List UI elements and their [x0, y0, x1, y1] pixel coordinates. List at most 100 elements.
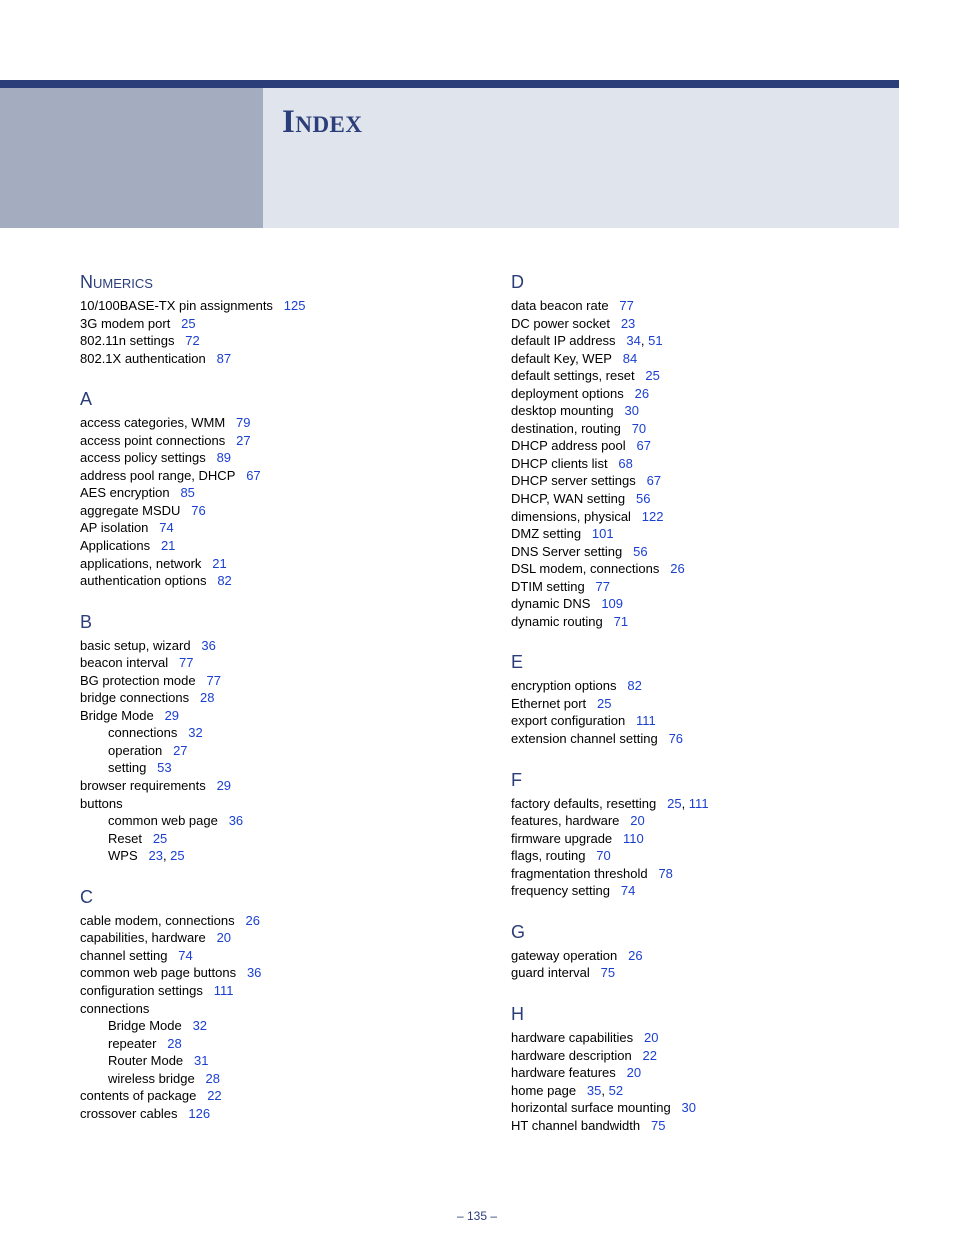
entry-text: Bridge Mode: [80, 708, 154, 723]
entry-text: 10/100BASE-TX pin assignments: [80, 298, 273, 313]
page-reference-link[interactable]: 89: [217, 450, 231, 465]
page-reference-link[interactable]: 21: [212, 556, 226, 571]
index-column: Numerics 10/100BASE-TX pin assignments 12…: [80, 272, 463, 1156]
page-reference-link[interactable]: 36: [247, 965, 261, 980]
page-reference-link[interactable]: 84: [623, 351, 637, 366]
page-reference-link[interactable]: 67: [637, 438, 651, 453]
index-section: Aaccess categories, WMM 79access point c…: [80, 389, 463, 589]
page-reference-link[interactable]: 74: [159, 520, 173, 535]
page-reference-link[interactable]: 56: [636, 491, 650, 506]
page-reference-link[interactable]: 111: [689, 796, 709, 811]
page-reference-link[interactable]: 28: [200, 690, 214, 705]
page-reference-link[interactable]: 20: [644, 1030, 658, 1045]
index-columns: Numerics 10/100BASE-TX pin assignments 12…: [80, 272, 894, 1156]
page-reference-link[interactable]: 78: [658, 866, 672, 881]
page-reference-link[interactable]: 27: [173, 743, 187, 758]
entry-text: extension channel setting: [511, 731, 658, 746]
page-reference-link[interactable]: 53: [157, 760, 171, 775]
page-reference-link[interactable]: 26: [670, 561, 684, 576]
page-reference-link[interactable]: 67: [647, 473, 661, 488]
page-reference-link[interactable]: 21: [161, 538, 175, 553]
page-reference-link[interactable]: 79: [236, 415, 250, 430]
page-reference-link[interactable]: 32: [188, 725, 202, 740]
page-reference-link[interactable]: 22: [643, 1048, 657, 1063]
page-reference-link[interactable]: 29: [217, 778, 231, 793]
page-reference-link[interactable]: 70: [632, 421, 646, 436]
page-reference-link[interactable]: 74: [178, 948, 192, 963]
page-reference-link[interactable]: 20: [217, 930, 231, 945]
page-reference-link[interactable]: 36: [229, 813, 243, 828]
page-reference-link[interactable]: 68: [618, 456, 632, 471]
index-entry: guard interval 75: [511, 964, 894, 982]
page-reference-link[interactable]: 25: [667, 796, 681, 811]
page-reference-link[interactable]: 71: [614, 614, 628, 629]
entry-text: buttons: [80, 796, 123, 811]
page-reference-link[interactable]: 77: [596, 579, 610, 594]
page-reference-link[interactable]: 75: [651, 1118, 665, 1133]
page-reference-link[interactable]: 29: [165, 708, 179, 723]
section-heading: Numerics: [80, 272, 463, 293]
page-reference-link[interactable]: 74: [621, 883, 635, 898]
page-reference-link[interactable]: 72: [185, 333, 199, 348]
page-reference-link[interactable]: 56: [633, 544, 647, 559]
page-reference-link[interactable]: 25: [153, 831, 167, 846]
page-reference-link[interactable]: 52: [609, 1083, 623, 1098]
page-reference-link[interactable]: 110: [623, 831, 644, 846]
entry-text: dynamic routing: [511, 614, 603, 629]
page-reference-link[interactable]: 67: [246, 468, 260, 483]
page-reference-link[interactable]: 109: [601, 596, 623, 611]
page-reference-link[interactable]: 32: [193, 1018, 207, 1033]
section-heading: F: [511, 770, 894, 791]
entry-text: Bridge Mode: [108, 1018, 182, 1033]
page-reference-link[interactable]: 25: [645, 368, 659, 383]
page-reference-link[interactable]: 77: [206, 673, 220, 688]
page-reference-link[interactable]: 82: [217, 573, 231, 588]
page-reference-link[interactable]: 70: [596, 848, 610, 863]
entry-text: contents of package: [80, 1088, 196, 1103]
index-entry: Ethernet port 25: [511, 695, 894, 713]
page-reference-link[interactable]: 31: [194, 1053, 208, 1068]
page-reference-link[interactable]: 25: [181, 316, 195, 331]
page-reference-link[interactable]: 34: [626, 333, 640, 348]
page-reference-link[interactable]: 77: [619, 298, 633, 313]
page-reference-link[interactable]: 28: [206, 1071, 220, 1086]
entry-text: capabilities, hardware: [80, 930, 206, 945]
page-reference-link[interactable]: 36: [201, 638, 215, 653]
page-reference-link[interactable]: 111: [636, 713, 656, 728]
entry-text: 3G modem port: [80, 316, 170, 331]
page-reference-link[interactable]: 20: [630, 813, 644, 828]
page-reference-link[interactable]: 26: [628, 948, 642, 963]
index-entry: browser requirements 29: [80, 777, 463, 795]
index-entry: DHCP address pool 67: [511, 437, 894, 455]
index-section: Hhardware capabilities 20hardware descri…: [511, 1004, 894, 1134]
page-reference-link[interactable]: 27: [236, 433, 250, 448]
page-reference-link[interactable]: 85: [180, 485, 194, 500]
page-reference-link[interactable]: 20: [627, 1065, 641, 1080]
page-reference-link[interactable]: 122: [642, 509, 664, 524]
page-reference-link[interactable]: 101: [592, 526, 614, 541]
page-reference-link[interactable]: 82: [627, 678, 641, 693]
index-entry: basic setup, wizard 36: [80, 637, 463, 655]
page-reference-link[interactable]: 87: [217, 351, 231, 366]
page-reference-link[interactable]: 25: [597, 696, 611, 711]
page-reference-link[interactable]: 28: [167, 1036, 181, 1051]
page-reference-link[interactable]: 75: [601, 965, 615, 980]
entry-text: AES encryption: [80, 485, 170, 500]
page-reference-link[interactable]: 23: [148, 848, 162, 863]
page-reference-link[interactable]: 76: [191, 503, 205, 518]
page-reference-link[interactable]: 126: [188, 1106, 210, 1121]
page-reference-link[interactable]: 35: [587, 1083, 601, 1098]
page-reference-link[interactable]: 76: [669, 731, 683, 746]
page-reference-link[interactable]: 25: [170, 848, 184, 863]
page-reference-link[interactable]: 125: [284, 298, 306, 313]
index-entry: DMZ setting 101: [511, 525, 894, 543]
page-reference-link[interactable]: 22: [207, 1088, 221, 1103]
page-reference-link[interactable]: 23: [621, 316, 635, 331]
page-reference-link[interactable]: 26: [635, 386, 649, 401]
page-reference-link[interactable]: 26: [246, 913, 260, 928]
page-reference-link[interactable]: 30: [682, 1100, 696, 1115]
page-reference-link[interactable]: 111: [214, 983, 234, 998]
page-reference-link[interactable]: 30: [624, 403, 638, 418]
page-reference-link[interactable]: 77: [179, 655, 193, 670]
page-reference-link[interactable]: 51: [648, 333, 662, 348]
